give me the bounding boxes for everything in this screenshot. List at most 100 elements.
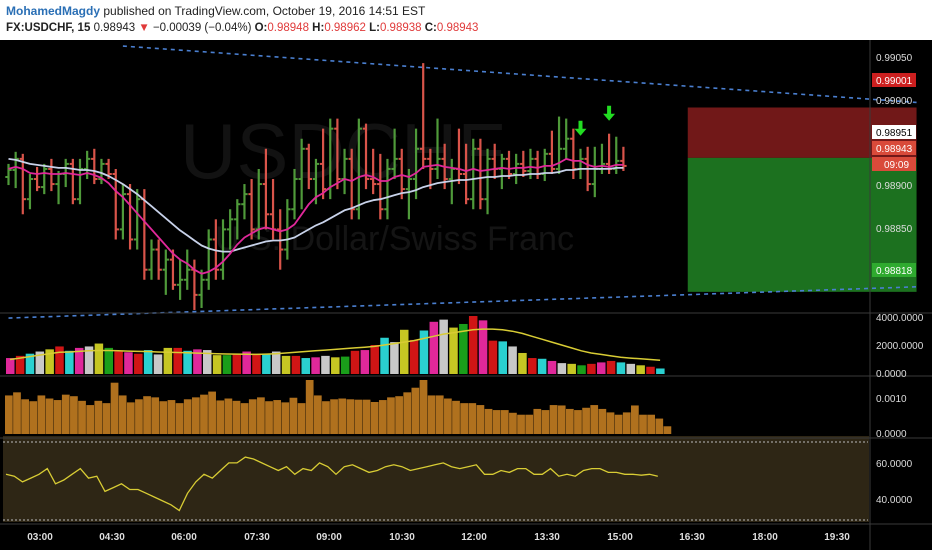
atr-bar	[549, 405, 558, 434]
signal-arrow-down-icon	[603, 105, 616, 121]
candle	[484, 148, 491, 215]
time-tick: 10:30	[389, 532, 415, 543]
volume-ma-line	[9, 328, 661, 361]
candle	[162, 249, 169, 295]
atr-bar	[86, 405, 95, 434]
volume-bar	[331, 357, 340, 374]
stop-price-badge-text: 0.99001	[876, 76, 913, 87]
atr-bar	[313, 395, 322, 434]
volume-bar	[636, 365, 645, 374]
volume-bar	[124, 352, 133, 374]
bar-timer-badge	[872, 157, 916, 171]
chart-canvas[interactable]: USDCHF U.S. Dollar/Swiss Franc 0.99050 0…	[0, 40, 932, 550]
volume-bar	[439, 319, 448, 374]
atr-bar	[533, 408, 542, 434]
volume-bar	[360, 350, 370, 374]
volume-bar	[597, 362, 606, 374]
volume-bar	[74, 347, 84, 374]
volume-bar	[321, 355, 330, 374]
volume-bar	[193, 349, 202, 374]
low-label: L:	[369, 22, 380, 34]
volume-bar	[459, 323, 468, 374]
candle	[91, 148, 98, 185]
volume-bar	[25, 353, 35, 374]
candle	[205, 229, 212, 290]
atr-bar	[94, 400, 103, 434]
atr-bar	[370, 401, 379, 434]
volume-bar	[183, 350, 192, 374]
ema-slow-line	[8, 158, 624, 253]
down-arrow-icon: ▼	[138, 22, 150, 34]
atr-bar	[102, 403, 111, 434]
candle	[555, 116, 563, 174]
candle	[470, 138, 477, 210]
atr-bar	[476, 405, 485, 434]
close-value: 0.98943	[436, 22, 479, 34]
volume-bar	[65, 350, 74, 374]
candle	[520, 150, 527, 178]
atr-bar	[29, 401, 38, 434]
atr-bar	[273, 400, 282, 434]
atr-bar	[590, 405, 599, 434]
candle	[12, 151, 19, 189]
candle	[305, 143, 312, 190]
candle	[26, 173, 34, 210]
candle	[69, 158, 77, 205]
candle	[169, 249, 177, 290]
atr-bar	[484, 408, 493, 434]
candle	[134, 189, 141, 250]
symbol-label[interactable]: FX:USDCHF, 15	[6, 22, 91, 34]
volume-bar	[449, 327, 458, 374]
candle	[212, 219, 220, 280]
candle	[291, 168, 298, 220]
candle	[41, 163, 48, 195]
candle	[176, 259, 184, 300]
candle	[319, 128, 327, 200]
volume-bar	[212, 355, 222, 374]
candle	[391, 128, 398, 180]
stop-price-badge	[872, 73, 916, 87]
candle	[369, 148, 377, 195]
atr-bar	[135, 399, 143, 434]
chart-header: MohamedMagdy published on TradingView.co…	[0, 0, 932, 40]
author-link[interactable]: MohamedMagdy	[6, 4, 101, 18]
volume-bar	[478, 320, 488, 374]
last-price-badge	[872, 141, 916, 155]
candle	[420, 63, 427, 169]
atr-bar	[378, 400, 387, 434]
candle	[298, 138, 305, 210]
time-tick: 12:00	[461, 532, 487, 543]
candle	[434, 118, 441, 180]
volume-bar	[6, 358, 15, 374]
time-tick: 18:00	[752, 532, 778, 543]
candle	[48, 158, 55, 192]
price-tick: 0.98900	[876, 181, 913, 192]
last-price-badge-text: 0.98943	[876, 144, 913, 155]
time-tick: 03:00	[27, 532, 53, 543]
atr-bar	[5, 395, 13, 434]
atr-bar	[61, 394, 70, 434]
atr-bar	[232, 400, 241, 434]
time-tick: 04:30	[99, 532, 125, 543]
candle	[248, 179, 255, 240]
candle	[512, 153, 520, 185]
volume-bar	[163, 347, 173, 374]
volume-bar	[547, 360, 557, 374]
volume-bar	[567, 363, 576, 374]
atr-bar	[517, 414, 525, 434]
target-price-badge	[872, 263, 916, 277]
volume-bar	[587, 363, 596, 374]
candle	[33, 166, 41, 192]
atr-bar	[175, 403, 184, 434]
atr-bar	[45, 398, 54, 434]
volume-bar	[291, 355, 301, 374]
candle	[98, 158, 105, 185]
atr-bar	[614, 414, 623, 434]
price-tick: 0.99050	[876, 53, 913, 64]
candle	[198, 269, 205, 308]
high-label: H:	[312, 22, 325, 34]
volume-bar	[262, 354, 271, 374]
atr-bar	[322, 401, 330, 434]
atr-bar	[427, 395, 436, 434]
candle	[620, 146, 627, 171]
